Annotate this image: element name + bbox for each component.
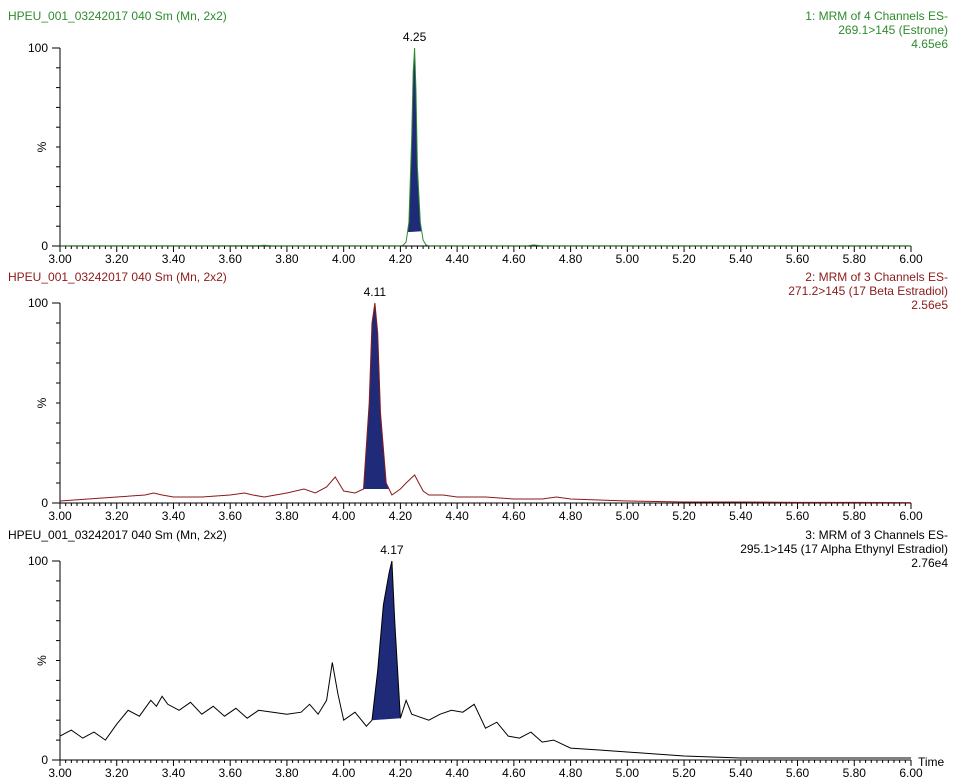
panel-2-x-tick-label-0: 3.00 (48, 509, 72, 523)
panel-1-x-tick-label-12: 5.40 (729, 252, 753, 266)
panel-1-x-tick-label-3: 3.60 (219, 252, 243, 266)
panel-1-x-tick-label-13: 5.60 (786, 252, 810, 266)
panel-2-channel-label: 2: MRM of 3 Channels ES- (805, 270, 948, 284)
panel-2-trace-line (59, 302, 912, 504)
panel-2-x-tick-label-2: 3.40 (162, 509, 186, 523)
panel-1-x-tick-label-4: 3.80 (275, 252, 299, 266)
panel-1-x-tick-label-5: 4.00 (332, 252, 356, 266)
panel-2-y-axis-label: % (35, 397, 49, 408)
panel-1-x-tick-label-9: 4.80 (559, 252, 583, 266)
panel-2-x-tick-label-8: 4.60 (502, 509, 526, 523)
panel-2-x-tick-label-5: 4.00 (332, 509, 356, 523)
panel-1-y-tick-label-100: 100 (28, 41, 48, 55)
panel-3-x-tick-label-2: 3.40 (162, 766, 186, 780)
panel-3-peak-label: 4.17 (380, 543, 404, 557)
panel-3-x-tick-label-8: 4.60 (502, 766, 526, 780)
panel-2-x-tick-label-11: 5.20 (672, 509, 696, 523)
panel-2-x-tick-label-4: 3.80 (275, 509, 299, 523)
panel-1-x-tick-label-8: 4.60 (502, 252, 526, 266)
panel-2-sample-label: HPEU_001_03242017 040 Sm (Mn, 2x2) (8, 270, 227, 284)
panel-2-x-tick-label-3: 3.60 (219, 509, 243, 523)
panel-2-x-tick-label-6: 4.20 (389, 509, 413, 523)
panel-1-y-tick-label-0: 0 (41, 239, 48, 253)
panel-1-x-tick-label-0: 3.00 (48, 252, 72, 266)
panel-2-x-tick-label-7: 4.40 (445, 509, 469, 523)
panel-2-x-tick-label-15: 6.00 (899, 509, 923, 523)
panel-3-intensity-label: 2.76e4 (911, 556, 948, 570)
panel-3-transition-label: 295.1>145 (17 Alpha Ethynyl Estradiol) (740, 542, 948, 556)
panel-3-x-tick-label-0: 3.00 (48, 766, 72, 780)
panel-3-y-tick-label-100: 100 (28, 554, 48, 568)
panel-1-trace-line (60, 47, 911, 247)
panel-1-transition-label: 269.1>145 (Estrone) (838, 23, 948, 37)
panel-3-x-tick-label-13: 5.60 (786, 766, 810, 780)
panel-3-channel-label: 3: MRM of 3 Channels ES- (805, 528, 948, 542)
panel-2-x-tick-label-12: 5.40 (729, 509, 753, 523)
panel-3-y-axis-label: % (35, 655, 49, 666)
panel-3-x-tick-label-11: 5.20 (672, 766, 696, 780)
panel-3-x-tick-label-4: 3.80 (275, 766, 299, 780)
panel-1-x-tick-label-11: 5.20 (672, 252, 696, 266)
panel-2-intensity-label: 2.56e5 (911, 298, 948, 312)
panel-3-x-tick-label-10: 5.00 (616, 766, 640, 780)
panel-3-x-tick-label-12: 5.40 (729, 766, 753, 780)
panel-2-y-tick-label-0: 0 (41, 496, 48, 510)
panel-2-peak-area (363, 303, 390, 489)
panel-2-x-tick-label-10: 5.00 (616, 509, 640, 523)
panel-3-sample-label: HPEU_001_03242017 040 Sm (Mn, 2x2) (8, 528, 227, 542)
panel-2-transition-label: 271.2>145 (17 Beta Estradiol) (788, 284, 948, 298)
panel-1-x-tick-label-14: 5.80 (843, 252, 867, 266)
panel-1-sample-label: HPEU_001_03242017 040 Sm (Mn, 2x2) (8, 9, 227, 23)
panel-3-x-tick-label-15: 6.00 (899, 766, 923, 780)
panel-3-x-tick-label-14: 5.80 (843, 766, 867, 780)
panel-1-x-tick-label-1: 3.20 (105, 252, 129, 266)
panel-3-x-tick-label-1: 3.20 (105, 766, 129, 780)
panel-1-x-tick-label-2: 3.40 (162, 252, 186, 266)
panel-1-x-tick-label-6: 4.20 (389, 252, 413, 266)
panel-2-x-tick-label-9: 4.80 (559, 509, 583, 523)
panel-2-x-tick-label-14: 5.80 (843, 509, 867, 523)
panel-3-x-tick-label-9: 4.80 (559, 766, 583, 780)
panel-3-trace-line (59, 560, 911, 759)
panel-1-peak-label: 4.25 (403, 30, 427, 44)
panel-3-x-axis-label: Time (918, 755, 945, 769)
panel-3-x-tick-label-7: 4.40 (445, 766, 469, 780)
panel-3-y-tick-label-0: 0 (41, 753, 48, 767)
panel-1-x-tick-label-10: 5.00 (616, 252, 640, 266)
panel-2-peak-label: 4.11 (364, 285, 387, 299)
panel-3-x-tick-label-3: 3.60 (219, 766, 243, 780)
panel-2-x-tick-label-1: 3.20 (105, 509, 129, 523)
panel-1-channel-label: 1: MRM of 4 Channels ES- (805, 9, 948, 23)
panel-3-x-tick-label-5: 4.00 (332, 766, 356, 780)
panel-1-y-axis-label: % (35, 141, 49, 152)
panel-1-x-tick-label-15: 6.00 (899, 252, 923, 266)
panel-1-intensity-label: 4.65e6 (911, 37, 948, 51)
panel-2-y-tick-label-100: 100 (28, 296, 48, 310)
panel-2-x-tick-label-13: 5.60 (786, 509, 810, 523)
panel-3-x-tick-label-6: 4.20 (389, 766, 413, 780)
panel-1-x-tick-label-7: 4.40 (445, 252, 469, 266)
